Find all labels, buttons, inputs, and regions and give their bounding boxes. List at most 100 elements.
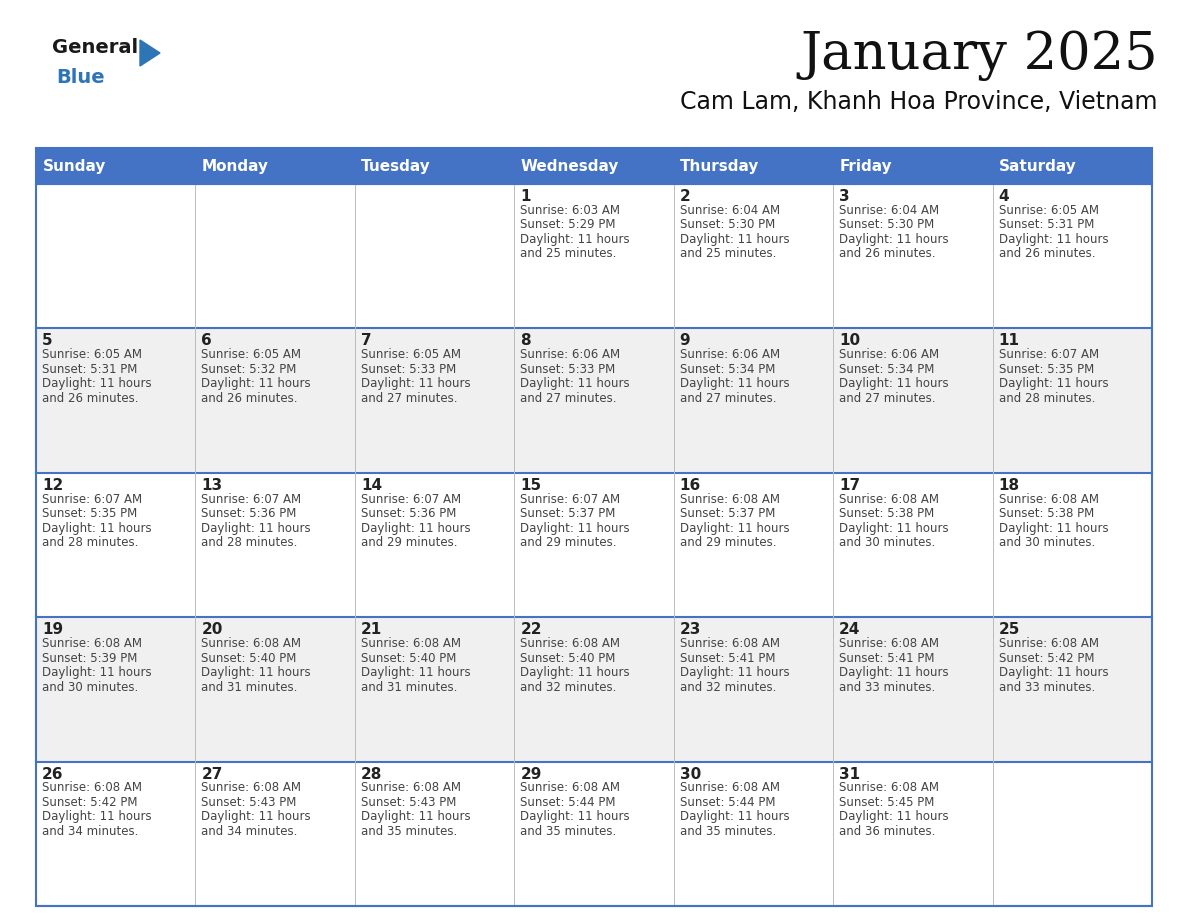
Bar: [196, 617, 355, 762]
Text: and 33 minutes.: and 33 minutes.: [839, 680, 935, 694]
Text: 25: 25: [999, 622, 1020, 637]
Text: Sunset: 5:32 PM: Sunset: 5:32 PM: [202, 363, 297, 375]
Text: Sunrise: 6:07 AM: Sunrise: 6:07 AM: [42, 493, 143, 506]
Bar: [196, 473, 355, 617]
Text: and 28 minutes.: and 28 minutes.: [42, 536, 138, 549]
Bar: [355, 762, 514, 906]
Text: and 25 minutes.: and 25 minutes.: [520, 247, 617, 261]
Text: 6: 6: [202, 333, 213, 349]
Text: Daylight: 11 hours: Daylight: 11 hours: [520, 666, 630, 679]
Text: and 33 minutes.: and 33 minutes.: [999, 680, 1095, 694]
Text: and 26 minutes.: and 26 minutes.: [202, 392, 298, 405]
Text: Daylight: 11 hours: Daylight: 11 hours: [361, 666, 470, 679]
Text: Daylight: 11 hours: Daylight: 11 hours: [839, 377, 949, 390]
Text: Sunrise: 6:07 AM: Sunrise: 6:07 AM: [202, 493, 302, 506]
Text: Sunset: 5:38 PM: Sunset: 5:38 PM: [999, 507, 1094, 521]
Bar: [196, 148, 355, 184]
Text: Sunset: 5:35 PM: Sunset: 5:35 PM: [999, 363, 1094, 375]
Text: Sunrise: 6:08 AM: Sunrise: 6:08 AM: [202, 781, 302, 794]
Bar: [36, 762, 196, 906]
Text: General: General: [52, 38, 138, 57]
Text: Sunday: Sunday: [43, 159, 106, 174]
Text: Sunset: 5:42 PM: Sunset: 5:42 PM: [42, 796, 138, 809]
Text: Tuesday: Tuesday: [361, 159, 431, 174]
Text: Daylight: 11 hours: Daylight: 11 hours: [999, 521, 1108, 534]
Text: Daylight: 11 hours: Daylight: 11 hours: [520, 377, 630, 390]
Text: and 25 minutes.: and 25 minutes.: [680, 247, 776, 261]
Bar: [514, 184, 674, 329]
Bar: [355, 617, 514, 762]
Text: Daylight: 11 hours: Daylight: 11 hours: [520, 233, 630, 246]
Bar: [833, 473, 992, 617]
Bar: [674, 329, 833, 473]
Text: Sunrise: 6:08 AM: Sunrise: 6:08 AM: [680, 637, 779, 650]
Text: Sunset: 5:33 PM: Sunset: 5:33 PM: [520, 363, 615, 375]
Text: Sunset: 5:33 PM: Sunset: 5:33 PM: [361, 363, 456, 375]
Text: 4: 4: [999, 189, 1009, 204]
Text: Sunset: 5:41 PM: Sunset: 5:41 PM: [839, 652, 935, 665]
Text: Daylight: 11 hours: Daylight: 11 hours: [520, 521, 630, 534]
Text: and 28 minutes.: and 28 minutes.: [202, 536, 298, 549]
Bar: [674, 148, 833, 184]
Text: 16: 16: [680, 477, 701, 493]
Text: 29: 29: [520, 767, 542, 781]
Text: Sunrise: 6:08 AM: Sunrise: 6:08 AM: [839, 637, 940, 650]
Text: Daylight: 11 hours: Daylight: 11 hours: [42, 521, 152, 534]
Text: Daylight: 11 hours: Daylight: 11 hours: [680, 377, 789, 390]
Bar: [833, 184, 992, 329]
Bar: [196, 184, 355, 329]
Text: Sunset: 5:43 PM: Sunset: 5:43 PM: [202, 796, 297, 809]
Text: 20: 20: [202, 622, 223, 637]
Text: and 36 minutes.: and 36 minutes.: [839, 825, 935, 838]
Text: Sunrise: 6:08 AM: Sunrise: 6:08 AM: [839, 493, 940, 506]
Bar: [355, 473, 514, 617]
Text: and 26 minutes.: and 26 minutes.: [839, 247, 936, 261]
Text: Sunrise: 6:06 AM: Sunrise: 6:06 AM: [839, 348, 940, 362]
Text: Sunrise: 6:05 AM: Sunrise: 6:05 AM: [999, 204, 1099, 217]
Text: Daylight: 11 hours: Daylight: 11 hours: [839, 811, 949, 823]
Text: and 27 minutes.: and 27 minutes.: [361, 392, 457, 405]
Text: Daylight: 11 hours: Daylight: 11 hours: [361, 521, 470, 534]
Bar: [833, 617, 992, 762]
Text: and 29 minutes.: and 29 minutes.: [520, 536, 617, 549]
Text: 26: 26: [42, 767, 63, 781]
Bar: [514, 762, 674, 906]
Text: and 31 minutes.: and 31 minutes.: [361, 680, 457, 694]
Text: Sunset: 5:40 PM: Sunset: 5:40 PM: [202, 652, 297, 665]
Text: Daylight: 11 hours: Daylight: 11 hours: [202, 811, 311, 823]
Text: 30: 30: [680, 767, 701, 781]
Bar: [992, 148, 1152, 184]
Bar: [196, 329, 355, 473]
Text: and 26 minutes.: and 26 minutes.: [42, 392, 139, 405]
Text: 22: 22: [520, 622, 542, 637]
Text: Sunset: 5:42 PM: Sunset: 5:42 PM: [999, 652, 1094, 665]
Text: 21: 21: [361, 622, 383, 637]
Text: Sunset: 5:40 PM: Sunset: 5:40 PM: [520, 652, 615, 665]
Text: 2: 2: [680, 189, 690, 204]
Bar: [355, 184, 514, 329]
Text: Daylight: 11 hours: Daylight: 11 hours: [839, 666, 949, 679]
Bar: [36, 148, 1152, 906]
Bar: [992, 762, 1152, 906]
Text: Sunrise: 6:06 AM: Sunrise: 6:06 AM: [680, 348, 779, 362]
Text: Cam Lam, Khanh Hoa Province, Vietnam: Cam Lam, Khanh Hoa Province, Vietnam: [681, 90, 1158, 114]
Text: 9: 9: [680, 333, 690, 349]
Text: and 30 minutes.: and 30 minutes.: [839, 536, 935, 549]
Text: Daylight: 11 hours: Daylight: 11 hours: [680, 811, 789, 823]
Text: Sunset: 5:36 PM: Sunset: 5:36 PM: [202, 507, 297, 521]
Text: Sunset: 5:36 PM: Sunset: 5:36 PM: [361, 507, 456, 521]
Text: Sunrise: 6:08 AM: Sunrise: 6:08 AM: [999, 493, 1099, 506]
Text: Sunrise: 6:04 AM: Sunrise: 6:04 AM: [680, 204, 779, 217]
Text: Sunrise: 6:08 AM: Sunrise: 6:08 AM: [520, 781, 620, 794]
Bar: [992, 473, 1152, 617]
Text: 31: 31: [839, 767, 860, 781]
Text: Sunset: 5:37 PM: Sunset: 5:37 PM: [520, 507, 615, 521]
Text: and 34 minutes.: and 34 minutes.: [42, 825, 138, 838]
Text: Daylight: 11 hours: Daylight: 11 hours: [839, 233, 949, 246]
Text: Saturday: Saturday: [999, 159, 1076, 174]
Text: Sunset: 5:39 PM: Sunset: 5:39 PM: [42, 652, 138, 665]
Bar: [833, 329, 992, 473]
Text: and 29 minutes.: and 29 minutes.: [361, 536, 457, 549]
Text: 5: 5: [42, 333, 52, 349]
Bar: [355, 329, 514, 473]
